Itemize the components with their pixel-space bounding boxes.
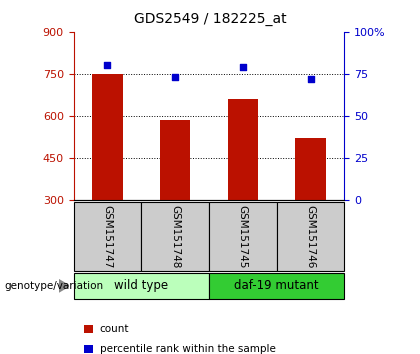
Point [172,74,178,80]
Text: GSM151746: GSM151746 [305,205,315,268]
Text: percentile rank within the sample: percentile rank within the sample [100,344,276,354]
Point [239,64,246,70]
Point [104,63,111,68]
Bar [228,99,258,200]
Text: GDS2549 / 182225_at: GDS2549 / 182225_at [134,12,286,27]
Bar [92,74,123,200]
Bar [160,120,190,200]
Bar [295,138,326,200]
Point [307,76,314,82]
Text: genotype/variation: genotype/variation [4,281,103,291]
Text: count: count [100,324,129,334]
Text: GSM151748: GSM151748 [170,205,180,268]
Text: wild type: wild type [114,279,168,292]
Text: GSM151747: GSM151747 [102,205,113,268]
Text: daf-19 mutant: daf-19 mutant [234,279,319,292]
Polygon shape [59,280,69,292]
Text: GSM151745: GSM151745 [238,205,248,268]
